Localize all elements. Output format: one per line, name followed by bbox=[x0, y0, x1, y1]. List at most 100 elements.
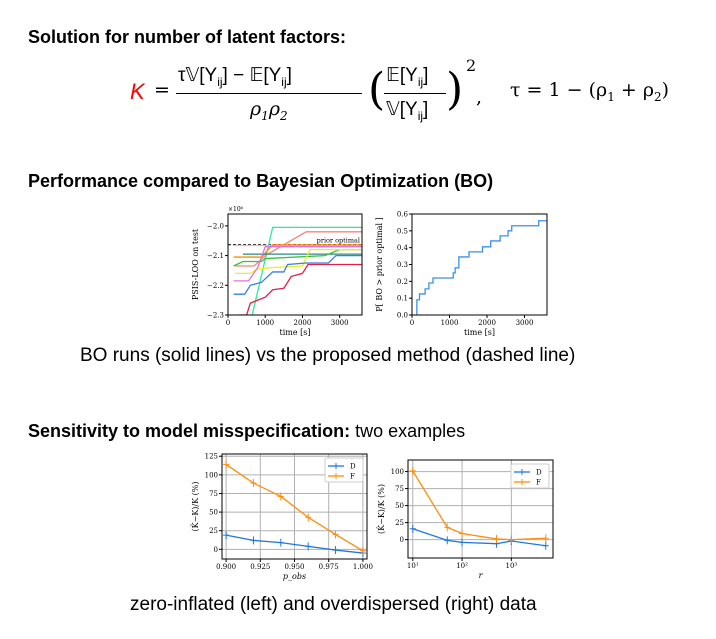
ratio-line bbox=[384, 93, 446, 94]
scale-label: ×10⁶ bbox=[228, 206, 244, 213]
x-tick-label: 1000 bbox=[441, 319, 459, 327]
y-tick-label: 0.3 bbox=[397, 261, 408, 269]
y-tick-label: 0.1 bbox=[397, 295, 408, 303]
x-tick-label: 10² bbox=[456, 562, 468, 570]
equation-equals: = bbox=[154, 79, 170, 101]
eq-sub: 2 bbox=[279, 108, 288, 123]
series-line-9 bbox=[239, 263, 362, 315]
x-tick-label: 0 bbox=[410, 319, 414, 327]
y-tick-label: 75 bbox=[209, 490, 218, 498]
axes-frame bbox=[221, 453, 368, 560]
eq-part: 𝔼[Y bbox=[386, 65, 418, 86]
y-axis-label: (K̂−K)/K (%) bbox=[191, 482, 200, 532]
series-line-6 bbox=[235, 248, 362, 275]
series-line-1 bbox=[235, 231, 362, 267]
eq-part: + ρ bbox=[614, 79, 654, 101]
legend-label: F bbox=[536, 479, 541, 487]
y-tick-label: 0.4 bbox=[397, 244, 409, 252]
heading-sensitivity-bold: Sensitivity to model misspecification: bbox=[28, 421, 351, 441]
y-tick-label: 50 bbox=[395, 502, 404, 510]
series-line-F bbox=[225, 463, 364, 552]
series-line-D bbox=[412, 528, 546, 547]
eq-part: τ = 1 − (ρ bbox=[510, 79, 608, 101]
x-axis-label: time [s] bbox=[464, 328, 495, 337]
eq-part: ] bbox=[286, 65, 292, 86]
chart-1: 0 1000 2000 3000 0.0 0.1 0.2 0.3 0.4 0.5 0.6 time [… bbox=[375, 211, 548, 337]
y-tick-label: −2.0 bbox=[207, 222, 224, 230]
heading-sensitivity: Sensitivity to model misspecification: t… bbox=[28, 421, 465, 442]
y-axis-label: PSIS-LOO on test bbox=[191, 228, 200, 300]
series-line-8 bbox=[233, 254, 362, 295]
y-tick-label: 0.6 bbox=[397, 211, 409, 219]
y-tick-label: 0.5 bbox=[397, 227, 408, 235]
x-tick-label: 0.950 bbox=[284, 563, 304, 571]
eq-part: ] − 𝔼[Y bbox=[222, 65, 282, 86]
eq-sub: 2 bbox=[654, 89, 662, 104]
y-tick-label: 0.0 bbox=[397, 312, 408, 320]
right-paren: ) bbox=[446, 64, 464, 115]
exponent: 2 bbox=[466, 56, 477, 75]
y-tick-label: 50 bbox=[209, 509, 218, 517]
chart-0: 0 1000 2000 3000 −2.3 −2.2 −2.1 −2.0 time [s] PSI… bbox=[191, 206, 363, 337]
chart-3: 10¹ 10² 10³ 0 25 50 75 100 r (K̂−K)/K (%) DF bbox=[377, 459, 554, 580]
x-tick-label: 0.925 bbox=[250, 563, 270, 571]
y-tick-label: −2.3 bbox=[207, 312, 224, 320]
plot-area bbox=[223, 460, 366, 558]
eq-part: ) bbox=[661, 79, 670, 101]
reference-label: prior optimal bbox=[317, 237, 360, 245]
x-axis-label: p_obs bbox=[283, 572, 306, 581]
eq-sub: ij bbox=[281, 74, 287, 89]
x-tick-label: 2000 bbox=[478, 319, 496, 327]
caption-misspec: zero-inflated (left) and overdispersed (… bbox=[130, 594, 537, 615]
equation-lhs: K bbox=[130, 79, 145, 104]
axes-frame bbox=[227, 213, 363, 316]
x-tick-label: 0.975 bbox=[319, 563, 339, 571]
eq-sub: ij bbox=[417, 74, 424, 89]
series-line-7 bbox=[233, 246, 362, 282]
equation-denominator: ρ1ρ2 bbox=[250, 98, 288, 123]
legend-label: F bbox=[350, 473, 355, 481]
y-tick-label: 25 bbox=[209, 527, 218, 535]
axes-frame bbox=[407, 459, 554, 559]
series-line-0 bbox=[416, 220, 547, 315]
ratio-denominator: 𝕍[Yij] bbox=[386, 98, 428, 123]
axes-frame bbox=[411, 213, 548, 316]
series-line-0 bbox=[251, 226, 362, 315]
eq-sub: ij bbox=[217, 74, 223, 89]
caption-bo: BO runs (solid lines) vs the proposed me… bbox=[80, 345, 576, 366]
heading-sensitivity-rest: two examples bbox=[350, 421, 466, 441]
y-tick-label: −2.2 bbox=[207, 282, 224, 290]
equation-numerator: τ𝕍[Yij] − 𝔼[Yij] bbox=[178, 64, 292, 89]
y-tick-label: 0 bbox=[214, 546, 218, 554]
y-tick-label: 0 bbox=[400, 536, 404, 544]
y-tick-label: 100 bbox=[391, 468, 404, 476]
x-tick-label: 0 bbox=[226, 319, 230, 327]
eq-part: 𝕍[Y bbox=[386, 99, 418, 120]
eq-part: ] bbox=[423, 65, 429, 86]
left-paren: ( bbox=[368, 64, 386, 115]
y-tick-label: 125 bbox=[205, 453, 218, 461]
x-tick-label: 1.000 bbox=[353, 563, 373, 571]
y-tick-label: 0.2 bbox=[397, 278, 408, 286]
x-tick-label: 10¹ bbox=[407, 562, 419, 570]
x-tick-label: 2000 bbox=[294, 319, 312, 327]
legend bbox=[324, 457, 364, 483]
eq-sub: 1 bbox=[261, 108, 269, 123]
eq-part: ρ bbox=[268, 98, 280, 120]
y-axis-label: P[ BO > prior optimal ] bbox=[375, 217, 384, 311]
legend-label: D bbox=[536, 469, 542, 477]
y-tick-label: 25 bbox=[395, 519, 404, 527]
legend bbox=[510, 463, 550, 489]
x-tick-label: 3000 bbox=[516, 319, 534, 327]
x-tick-label: 1000 bbox=[256, 319, 274, 327]
series-line-D bbox=[225, 534, 363, 554]
legend-label: D bbox=[350, 463, 356, 471]
y-tick-label: −2.1 bbox=[207, 252, 224, 260]
comma: , bbox=[476, 86, 483, 108]
eq-sub: ij bbox=[417, 108, 424, 123]
x-tick-label: 0.900 bbox=[216, 563, 236, 571]
x-tick-label: 3000 bbox=[331, 319, 349, 327]
y-tick-label: 75 bbox=[395, 485, 404, 493]
series-line-F bbox=[412, 470, 546, 541]
